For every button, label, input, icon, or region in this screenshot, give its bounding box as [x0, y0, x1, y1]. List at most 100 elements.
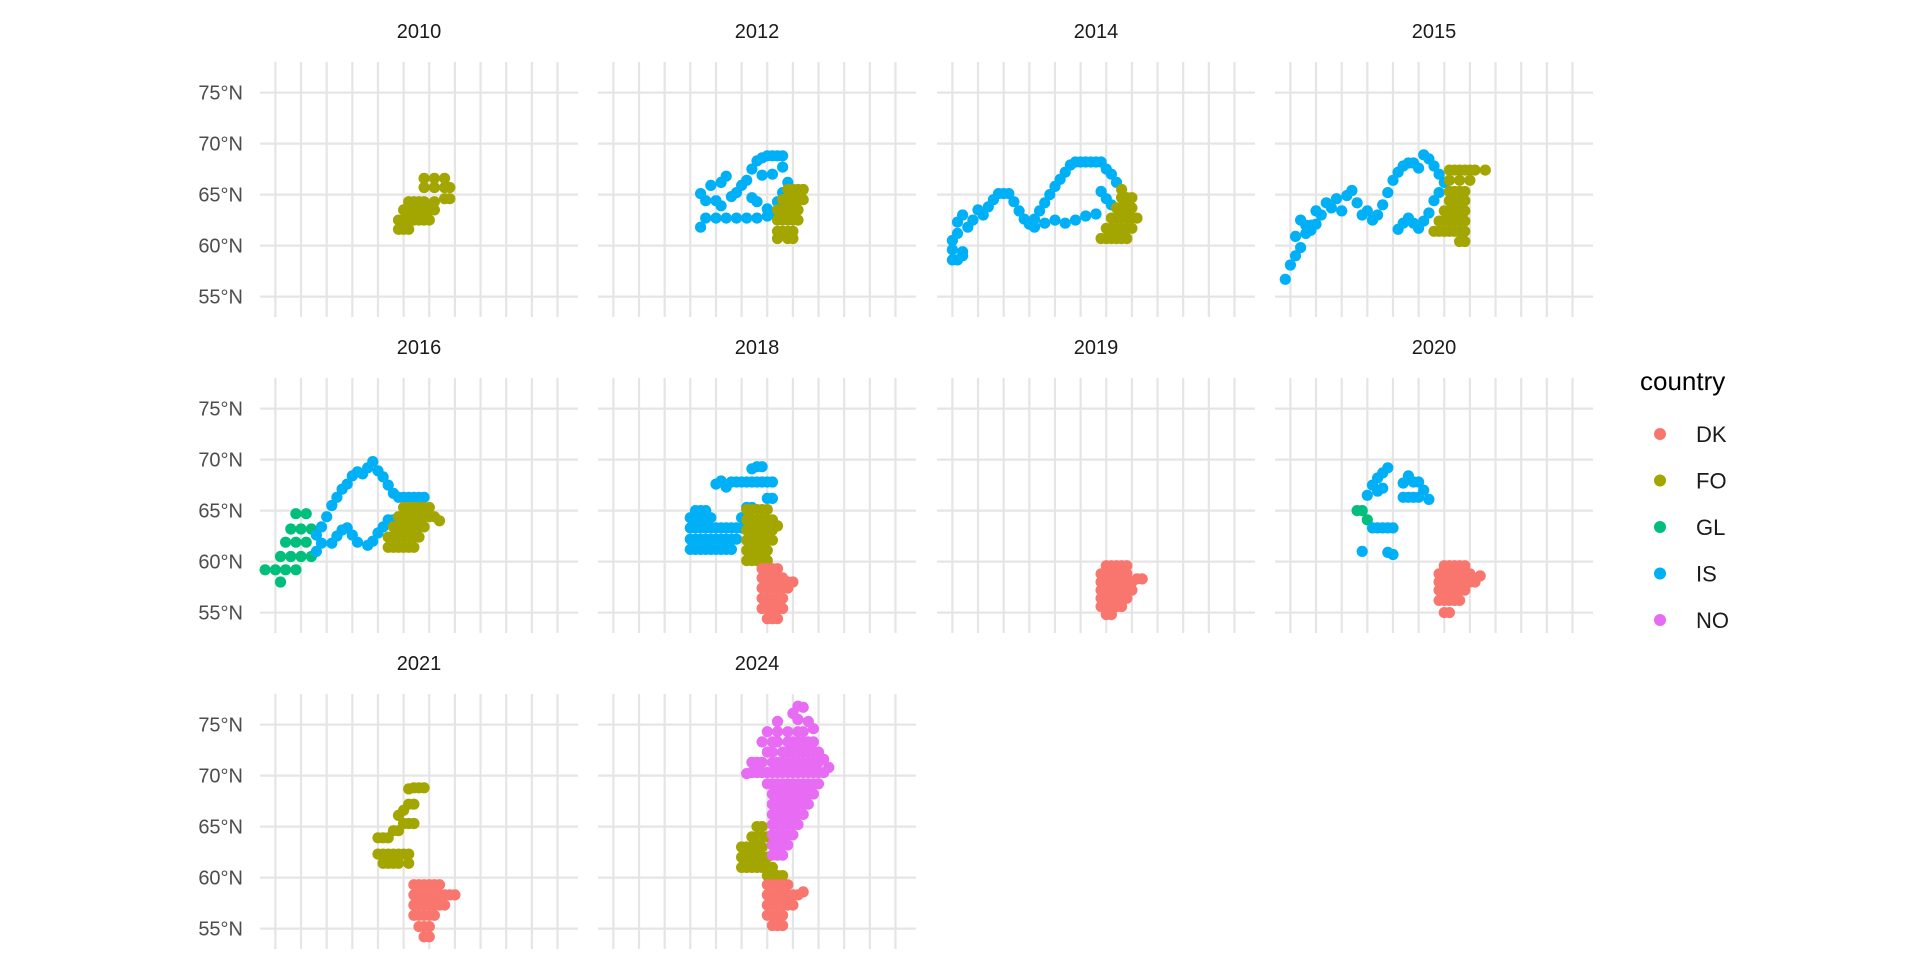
data-point [428, 909, 440, 921]
data-point [797, 886, 809, 898]
data-point [782, 582, 794, 594]
data-point [700, 212, 712, 224]
data-point [797, 194, 809, 206]
legend-key-FO [1654, 474, 1666, 487]
data-point [1289, 230, 1302, 242]
data-point [797, 183, 809, 196]
data-point [792, 700, 804, 712]
series-FO [741, 504, 784, 567]
y-tick-label: 75°N [198, 399, 243, 421]
data-point [418, 521, 430, 533]
series-FO [1428, 164, 1491, 248]
data-point [280, 564, 292, 576]
data-point [812, 746, 825, 758]
data-point [700, 195, 712, 207]
facet-panel-2019: 2019 [937, 337, 1255, 633]
facet-strip-label: 2021 [397, 653, 442, 675]
y-tick-label: 75°N [198, 715, 243, 737]
legend-label-IS: IS [1696, 562, 1717, 587]
data-point [1028, 213, 1041, 225]
data-point [372, 527, 384, 539]
data-point [1479, 164, 1491, 176]
data-point [1459, 195, 1471, 207]
data-point [1126, 222, 1138, 234]
data-point [756, 169, 768, 181]
series-IS [946, 156, 1123, 266]
legend: country DK FO GL IS NO [1640, 366, 1729, 633]
data-point [377, 471, 389, 483]
data-point [300, 508, 312, 520]
data-point [449, 889, 461, 901]
data-point [423, 921, 435, 933]
data-point [756, 756, 768, 768]
data-point [408, 798, 420, 810]
series-FO [1095, 183, 1143, 245]
data-point [444, 181, 456, 194]
data-point [423, 214, 435, 226]
facet-panel-2018: 2018 [598, 337, 916, 633]
data-point [792, 819, 804, 831]
data-point [777, 602, 789, 615]
legend-label-DK: DK [1696, 422, 1727, 447]
data-point [1279, 273, 1291, 285]
data-point [315, 521, 328, 533]
series-DK [761, 879, 809, 932]
facet-strip-label: 2018 [735, 337, 780, 359]
data-point [1459, 235, 1471, 248]
data-point [326, 537, 338, 549]
facet-strip-label: 2010 [397, 21, 442, 43]
data-point [1428, 195, 1440, 207]
y-tick-label: 60°N [198, 552, 243, 574]
data-point [730, 212, 743, 224]
data-point [444, 193, 456, 205]
data-point [403, 223, 415, 235]
data-point [957, 250, 969, 262]
legend-label-FO: FO [1696, 469, 1727, 494]
data-point [418, 172, 430, 184]
facet-panel-2024: 2024 [598, 653, 916, 949]
legend-title: country [1640, 366, 1725, 396]
facet-strip-label: 2019 [1074, 337, 1119, 359]
series-FO [372, 782, 430, 869]
y-tick-label: 65°N [198, 185, 243, 207]
facet-panels: 2010 55°N 60°N 65°N 70°N 75°N 2012 2014 2015 2016… [198, 21, 1593, 949]
data-point [428, 204, 440, 216]
data-point [1131, 212, 1143, 224]
data-point [1361, 514, 1373, 526]
data-point [1459, 215, 1471, 227]
data-point [741, 212, 753, 224]
data-point [1300, 219, 1312, 231]
data-point [771, 715, 784, 728]
data-point [1069, 214, 1082, 226]
legend-key-DK [1654, 428, 1666, 440]
series-IS [1279, 149, 1450, 285]
data-point [290, 536, 302, 548]
series-DK [408, 879, 461, 943]
data-point [782, 839, 794, 851]
data-point [725, 543, 738, 556]
data-point [766, 534, 779, 546]
data-point [1423, 493, 1435, 505]
data-point [787, 829, 799, 841]
data-point [408, 541, 420, 553]
data-point [1392, 223, 1404, 235]
data-point [761, 726, 773, 738]
data-point [274, 576, 287, 588]
data-point [766, 514, 779, 526]
data-point [756, 841, 768, 853]
data-point [1346, 184, 1358, 197]
data-point [766, 746, 779, 758]
data-point [259, 564, 271, 576]
data-point [1126, 192, 1138, 204]
data-point [1474, 570, 1486, 582]
y-tick-label: 60°N [198, 868, 243, 890]
data-point [1387, 522, 1399, 534]
data-point [787, 232, 799, 245]
data-point [1433, 187, 1445, 199]
data-point [1126, 202, 1138, 214]
data-point [418, 196, 430, 208]
data-point [756, 821, 768, 833]
data-point [951, 227, 964, 239]
data-point [792, 214, 804, 226]
